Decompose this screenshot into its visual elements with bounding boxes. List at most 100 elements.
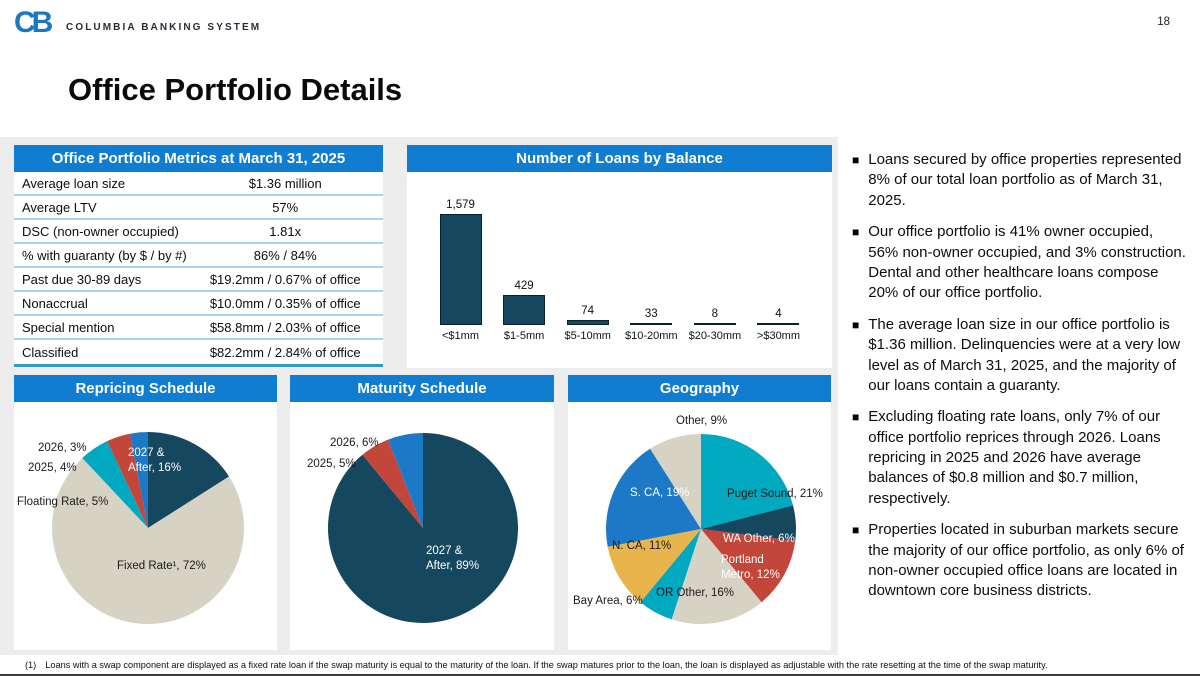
footnote-text: Loans with a swap component are displaye…: [45, 659, 1048, 670]
bar-column: 1,579: [429, 199, 492, 325]
pie-slice-label: Fixed Rate¹, 72%: [117, 560, 206, 572]
bar-category-label: <$1mm: [442, 330, 479, 342]
metric-value: 57%: [272, 199, 299, 215]
bar-category-label: >$30mm: [756, 330, 801, 342]
maturity-schedule-panel: Maturity Schedule 2027 & After, 89% 2025,…: [290, 375, 554, 650]
brand-logo: CB: [14, 6, 53, 40]
table-row: % with guaranty (by $ / by #) 86% / 84%: [14, 244, 383, 268]
table-row: Average LTV 57%: [14, 196, 383, 220]
metric-label: Classified: [22, 344, 79, 360]
footnote-marker: (1): [25, 659, 37, 670]
bullet-text: Loans secured by office properties repre…: [868, 151, 1182, 209]
bullet-square-icon: ■: [852, 523, 860, 538]
pie-slice-label: Portland Metro, 12%: [721, 554, 780, 581]
table-row: Average loan size $1.36 million: [14, 172, 383, 196]
metric-label: Average loan size: [22, 175, 126, 191]
pie-slice-label: 2026, 3%: [38, 442, 87, 454]
bar-column: 74: [556, 305, 619, 325]
repricing-pie-chart: 2027 & After, 16% Fixed Rate¹, 72% Floatin…: [14, 402, 277, 650]
pie-slice-wa-other: [701, 505, 796, 541]
bar: [503, 294, 546, 325]
bar-chart: 1,579 429 74 33 8 4 <$1mm $1-5mm $5-10mm $10-20mm…: [407, 172, 832, 368]
pie-slice-2027-after: [148, 432, 230, 528]
list-item: ■ Properties located in suburban markets …: [852, 520, 1186, 602]
list-item: ■ Our office portfolio is 41% owner occup…: [852, 222, 1186, 304]
bar-category-label: $20-30mm: [688, 330, 742, 342]
bullet-square-icon: ■: [852, 410, 860, 425]
bar: [566, 319, 609, 325]
loans-by-balance-panel: Number of Loans by Balance 1,579 429 74 33 8…: [407, 145, 832, 368]
pie-slice-label: WA Other, 6%: [723, 533, 795, 545]
pie-slice-2026: [388, 433, 423, 528]
bar-column: 8: [683, 308, 746, 325]
bar: [630, 322, 673, 325]
bar-chart-title: Number of Loans by Balance: [407, 145, 832, 172]
pie-slice-label: Other, 9%: [676, 415, 728, 427]
metric-label: Nonaccrual: [22, 295, 88, 311]
metric-value: 1.81x: [269, 223, 302, 239]
pie-svg: [52, 432, 245, 624]
pie-slice-label: S. CA, 19%: [630, 487, 690, 499]
pie-slice-label: 2026, 6%: [330, 437, 379, 449]
pie-slice-portland-metro: [701, 529, 796, 603]
list-item: ■ The average loan size in our office por…: [852, 315, 1186, 397]
bullet-text: Excluding floating rate loans, only 7% o…: [868, 408, 1161, 507]
pie-slice-label: 2025, 4%: [28, 462, 77, 474]
page-number: 18: [1157, 16, 1170, 28]
pie-svg: [328, 433, 518, 623]
bar-category-label: $1-5mm: [503, 330, 545, 342]
metrics-table: Average loan size $1.36 million Average LT…: [14, 172, 383, 367]
pie-slice-2026: [130, 432, 148, 528]
pie-slice-label: N. CA, 11%: [612, 540, 672, 552]
metric-value: $82.2mm / 2.84% of office: [209, 344, 361, 360]
metric-label: Average LTV: [22, 199, 97, 215]
metrics-panel: Office Portfolio Metrics at March 31, 20…: [14, 145, 383, 368]
bar-value-label: 1,579: [446, 199, 475, 211]
bar-column: 33: [620, 308, 683, 325]
pie-svg: [606, 434, 796, 624]
slide-bottom-edge: [0, 674, 1200, 676]
pie-slice-floating-rate: [82, 441, 148, 528]
pie-slice-bay-area: [640, 529, 701, 620]
bar-category-label: $10-20mm: [624, 330, 678, 342]
metric-label: DSC (non-owner occupied): [22, 223, 179, 239]
pie-slice-s-ca: [606, 448, 701, 547]
geography-panel: Geography Puget Sound, 21% WA Other, 6% Po…: [568, 375, 831, 650]
metric-value: $19.2mm / 0.67% of office: [209, 271, 361, 287]
pie-slice-label: 2025, 5%: [307, 458, 356, 470]
geography-pie-chart: Puget Sound, 21% WA Other, 6% Portland Met…: [568, 402, 831, 650]
repricing-schedule-panel: Repricing Schedule 2027 & After, 16% Fixe…: [14, 375, 277, 650]
maturity-pie-chart: 2027 & After, 89% 2025, 5% 2026, 6%: [290, 402, 554, 650]
metric-label: Past due 30-89 days: [22, 271, 142, 287]
pie-slice-label: 2027 & After, 16%: [128, 447, 182, 474]
bullet-text: Properties located in suburban markets s…: [868, 521, 1184, 600]
list-item: ■ Excluding floating rate loans, only 7% …: [852, 407, 1186, 509]
table-row: Nonaccrual $10.0mm / 0.35% of office: [14, 292, 383, 316]
bar-value-label: 8: [711, 308, 719, 320]
repricing-pie-title: Repricing Schedule: [14, 375, 277, 402]
metrics-panel-title: Office Portfolio Metrics at March 31, 20…: [14, 145, 383, 172]
page-title: Office Portfolio Details: [68, 72, 403, 107]
bar-category-label: $5-10mm: [564, 330, 611, 342]
pie-slice-label: Bay Area, 6%: [573, 595, 643, 607]
metric-value: 86% / 84%: [253, 247, 317, 263]
bar-value-label: 74: [581, 304, 595, 317]
metric-label: Special mention: [22, 319, 115, 335]
geography-pie-title: Geography: [568, 375, 831, 402]
footnote: (1) Loans with a swap component are disp…: [0, 655, 1200, 674]
bar: [693, 323, 736, 325]
table-row: Past due 30-89 days $19.2mm / 0.67% of of…: [14, 268, 383, 292]
bullet-square-icon: ■: [852, 225, 860, 240]
bar-column: 4: [747, 308, 810, 325]
table-row: Classified $82.2mm / 2.84% of office: [14, 340, 383, 364]
maturity-pie-title: Maturity Schedule: [290, 375, 554, 402]
metric-label: % with guaranty (by $ / by #): [22, 247, 187, 263]
bar-value-label: 4: [775, 308, 782, 320]
pie-slice-n-ca: [607, 529, 701, 603]
bullet-square-icon: ■: [852, 153, 860, 167]
bullet-text: The average loan size in our office port…: [868, 315, 1181, 394]
bar-value-label: 429: [514, 279, 534, 292]
bullet-list: ■ Loans secured by office properties repr…: [852, 150, 1186, 602]
bar-series: 1,579 429 74 33 8 4: [429, 172, 810, 325]
bullet-square-icon: ■: [852, 317, 860, 332]
